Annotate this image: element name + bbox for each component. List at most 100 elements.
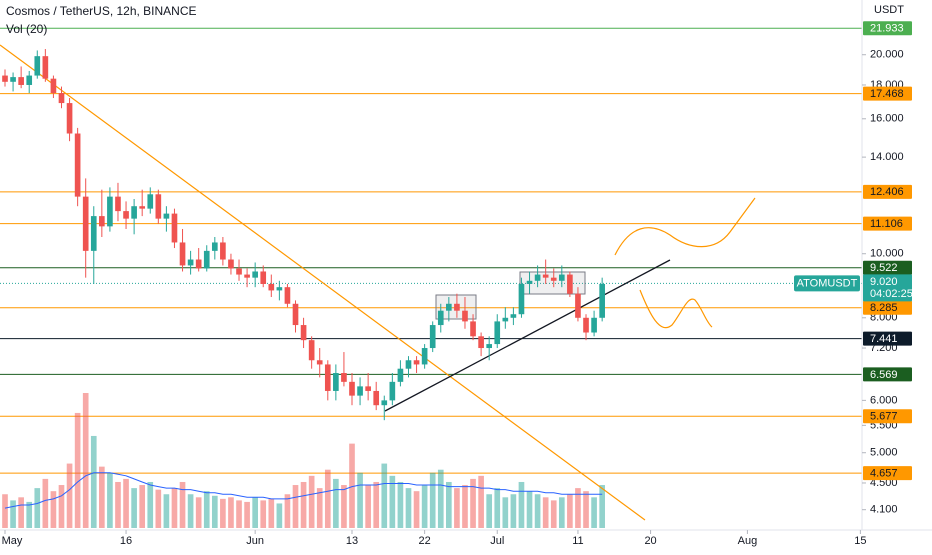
- volume-bar: [558, 497, 565, 528]
- candle-body: [90, 216, 97, 251]
- volume-bar: [26, 501, 33, 528]
- volume-bar: [341, 485, 347, 528]
- candle-body: [526, 280, 533, 284]
- level-label-box: [863, 331, 912, 346]
- volume-bar: [478, 475, 484, 528]
- candle-body: [66, 103, 73, 134]
- candle-body: [308, 340, 315, 361]
- volume-bar: [542, 497, 549, 528]
- level-label-box: [863, 466, 912, 481]
- volume-bar: [591, 497, 597, 528]
- candle-body: [220, 242, 226, 260]
- candle-body: [171, 213, 178, 243]
- candle-body: [429, 325, 436, 349]
- volume-bar: [454, 488, 460, 528]
- volume-bar: [510, 494, 517, 528]
- candle-body: [462, 310, 468, 322]
- candle-body: [510, 314, 517, 318]
- x-tick-label: 22: [418, 535, 430, 547]
- volume-bar: [244, 501, 250, 528]
- volume-bar: [211, 495, 218, 528]
- volume-bar: [195, 497, 202, 528]
- candle-body: [10, 77, 16, 82]
- candle-body: [42, 56, 49, 79]
- overlay: 21.933 17.468 12.406 11.106 9.522 8.285 7.441 6…: [794, 21, 913, 481]
- volume-bar: [268, 498, 275, 528]
- candle-body: [244, 274, 250, 278]
- candle-body: [74, 133, 81, 197]
- y-axis-label: USDT: [874, 4, 904, 16]
- candle-body: [276, 287, 283, 291]
- volume-bar: [220, 498, 226, 528]
- trend-line: [384, 259, 671, 412]
- volume-bar: [74, 412, 81, 528]
- volume-bar: [58, 485, 65, 528]
- volume-bar: [567, 494, 573, 528]
- candle-body: [575, 293, 581, 318]
- volume-bar: [316, 488, 323, 528]
- level-label-box: [863, 216, 912, 231]
- candle-body: [324, 364, 331, 391]
- candle-body: [534, 274, 541, 281]
- volume-bar: [18, 497, 24, 528]
- volume-bar: [405, 488, 412, 528]
- candle-body: [478, 336, 484, 349]
- volume-bar: [99, 466, 105, 528]
- candle-body: [470, 321, 476, 337]
- volume-bar: [502, 497, 509, 528]
- candle-body: [2, 75, 8, 82]
- candle-body: [349, 381, 355, 396]
- candle-body: [502, 317, 509, 322]
- volume-bar: [389, 475, 396, 528]
- candle-body: [147, 194, 154, 209]
- volume-bar: [276, 503, 283, 528]
- volume-bar: [163, 494, 170, 528]
- x-tick-label: 20: [644, 535, 656, 547]
- candle-body: [599, 283, 605, 318]
- candle-body: [542, 274, 549, 278]
- volume-bar: [446, 481, 452, 528]
- candle-body: [567, 274, 573, 294]
- candle-body: [58, 93, 65, 104]
- volume-bar: [534, 494, 541, 528]
- candle-body: [131, 206, 137, 219]
- y-tick-label: 5.000: [870, 447, 898, 459]
- volume-bar: [107, 472, 113, 528]
- trend-line: [0, 44, 646, 521]
- level-label-box: [863, 184, 912, 199]
- candle-body: [139, 206, 146, 209]
- candles: [2, 49, 605, 421]
- volume-bar: [308, 475, 315, 528]
- candle-body: [107, 196, 113, 227]
- level-label-box: [863, 86, 912, 101]
- candle-body: [268, 283, 275, 291]
- candle-body: [252, 271, 258, 278]
- volume-title: Vol (20): [6, 22, 47, 36]
- candle-body: [437, 310, 444, 326]
- candle-body: [357, 386, 363, 396]
- y-tick-label: 20.000: [870, 49, 904, 61]
- volume-bar: [115, 481, 121, 528]
- volume-bar: [123, 478, 129, 528]
- projection: [614, 197, 756, 256]
- volume-bar: [333, 478, 339, 528]
- volume-bar: [349, 443, 355, 528]
- volume-bar: [381, 463, 388, 528]
- level-label: 21.933: [870, 23, 904, 35]
- volume-bar: [365, 485, 371, 528]
- volume-bar: [50, 491, 57, 528]
- candle-body: [373, 390, 380, 406]
- price-label-box: [863, 274, 912, 302]
- candle-body: [413, 360, 420, 365]
- volume-bar: [252, 497, 258, 528]
- volume-bar: [10, 500, 16, 528]
- volume-bar: [324, 469, 331, 528]
- level-label-box: [863, 409, 912, 424]
- volume-bar: [300, 481, 307, 528]
- candle-body: [333, 373, 339, 391]
- level-label-box: [863, 367, 912, 382]
- candle-body: [518, 283, 525, 315]
- volume-bar: [550, 500, 557, 528]
- level-label: 12.406: [870, 186, 904, 198]
